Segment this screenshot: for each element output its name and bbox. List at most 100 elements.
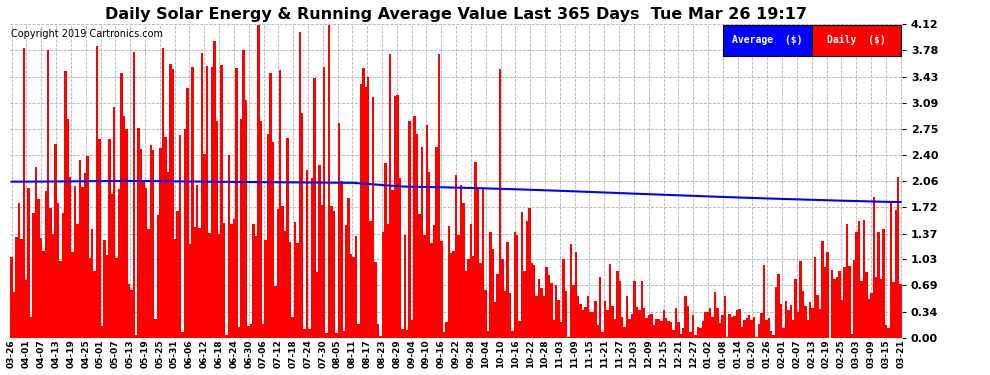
Bar <box>64 70 66 338</box>
Bar <box>587 296 589 338</box>
Bar <box>40 238 43 338</box>
Bar <box>123 116 125 338</box>
Bar <box>675 308 677 338</box>
Bar <box>326 333 328 338</box>
Bar <box>589 312 592 338</box>
Bar <box>414 116 416 338</box>
Bar <box>343 331 345 338</box>
Bar <box>697 327 699 338</box>
Bar <box>682 328 684 338</box>
Bar <box>560 322 562 338</box>
Bar <box>338 123 341 338</box>
Bar <box>164 137 166 338</box>
Bar <box>308 329 311 338</box>
Bar <box>721 315 724 338</box>
Bar <box>794 279 797 338</box>
Bar <box>487 331 489 338</box>
Bar <box>313 78 316 338</box>
Bar <box>404 235 406 338</box>
Bar <box>831 270 834 338</box>
Bar <box>652 325 655 338</box>
Bar <box>446 322 447 338</box>
Bar <box>206 66 208 338</box>
Bar <box>450 253 452 338</box>
Bar <box>584 307 587 338</box>
Bar <box>782 328 785 338</box>
Bar <box>331 206 333 338</box>
Bar <box>459 185 462 338</box>
Bar <box>662 310 665 338</box>
Bar <box>541 288 543 338</box>
Bar <box>262 324 264 338</box>
Bar <box>245 100 248 338</box>
Bar <box>135 335 138 338</box>
Bar <box>707 312 709 338</box>
Bar <box>252 224 254 338</box>
Bar <box>814 256 817 338</box>
Bar <box>286 138 289 338</box>
Bar <box>140 149 143 338</box>
Bar <box>836 277 839 338</box>
Bar <box>406 330 409 338</box>
Bar <box>569 244 572 338</box>
Bar <box>817 295 819 338</box>
Bar <box>274 286 276 338</box>
Bar <box>45 191 48 338</box>
Bar <box>521 212 524 338</box>
Bar <box>604 301 606 338</box>
Bar <box>264 240 267 338</box>
Bar <box>741 327 743 338</box>
Bar <box>96 46 98 338</box>
Bar <box>296 243 299 338</box>
Bar <box>18 202 20 338</box>
Bar <box>369 220 372 338</box>
Bar <box>108 139 111 338</box>
Bar <box>54 144 56 338</box>
Bar <box>524 271 526 338</box>
Bar <box>797 312 799 338</box>
Bar <box>804 306 807 338</box>
Bar <box>858 221 860 338</box>
Bar <box>93 271 96 338</box>
Bar <box>762 266 765 338</box>
Bar <box>121 73 123 338</box>
Bar <box>71 252 74 338</box>
Bar <box>316 272 318 338</box>
Bar <box>736 310 739 338</box>
Bar <box>113 107 116 338</box>
Bar <box>345 225 347 338</box>
Bar <box>877 232 880 338</box>
Bar <box>423 235 426 338</box>
Bar <box>30 316 33 338</box>
Bar <box>254 236 257 338</box>
Bar <box>88 258 91 338</box>
Bar <box>318 165 321 338</box>
Bar <box>853 260 855 338</box>
Bar <box>557 300 560 338</box>
Bar <box>792 320 794 338</box>
Bar <box>689 332 692 338</box>
Bar <box>684 296 687 338</box>
Bar <box>848 266 850 338</box>
Bar <box>426 126 428 338</box>
Bar <box>189 244 191 338</box>
Bar <box>719 323 721 338</box>
Bar <box>636 307 639 338</box>
Bar <box>824 267 826 338</box>
Bar <box>492 249 494 338</box>
Bar <box>516 235 519 338</box>
Bar <box>545 267 547 338</box>
Bar <box>396 95 399 338</box>
Bar <box>643 309 645 338</box>
Bar <box>777 274 780 338</box>
Bar <box>409 120 411 338</box>
Bar <box>875 277 877 338</box>
Bar <box>181 332 184 338</box>
Bar <box>441 241 443 338</box>
Bar <box>228 155 231 338</box>
Bar <box>812 25 901 56</box>
Bar <box>349 254 352 338</box>
Bar <box>176 211 179 338</box>
Bar <box>897 177 899 338</box>
Bar <box>839 271 841 338</box>
